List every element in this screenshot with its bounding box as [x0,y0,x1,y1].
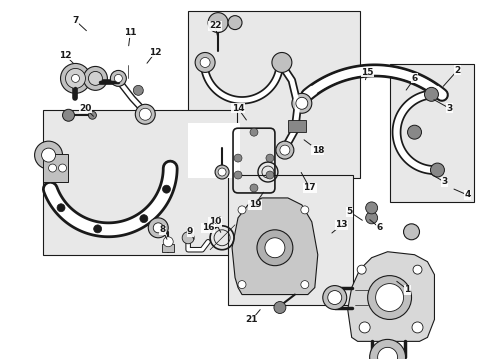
Circle shape [163,185,171,193]
Circle shape [328,291,342,305]
Circle shape [57,204,65,212]
Text: 12: 12 [59,51,72,60]
Circle shape [376,284,404,311]
Circle shape [58,164,67,172]
Polygon shape [232,198,318,294]
Circle shape [280,145,290,155]
Circle shape [49,164,56,172]
Circle shape [274,302,286,314]
Circle shape [140,215,148,222]
Circle shape [139,108,151,120]
Text: 14: 14 [232,104,245,113]
Circle shape [114,75,122,82]
Bar [43,154,68,182]
Circle shape [250,128,258,136]
Circle shape [234,154,242,162]
Text: 17: 17 [303,184,316,193]
Text: 10: 10 [209,217,221,226]
Text: 3: 3 [441,177,447,186]
Text: 22: 22 [209,21,221,30]
Circle shape [301,280,309,289]
Text: 4: 4 [464,190,470,199]
Text: 21: 21 [245,315,258,324]
Circle shape [61,63,91,93]
Text: 7: 7 [73,16,79,25]
Circle shape [404,224,419,240]
Circle shape [200,58,210,67]
Bar [390,64,474,202]
Circle shape [368,276,412,319]
Text: 5: 5 [346,207,353,216]
Circle shape [195,53,215,72]
Text: 20: 20 [79,104,92,113]
Text: 15: 15 [362,68,374,77]
Circle shape [208,13,228,32]
Circle shape [148,218,168,238]
Circle shape [238,280,246,289]
Bar [188,123,240,178]
Text: 19: 19 [248,201,261,210]
Circle shape [357,265,366,274]
Text: 16: 16 [202,223,214,232]
Bar [43,110,237,255]
Circle shape [369,339,406,360]
Circle shape [296,97,308,109]
Circle shape [266,171,274,179]
Circle shape [431,163,444,177]
Circle shape [35,141,63,169]
Text: 12: 12 [149,48,162,57]
Circle shape [366,202,378,214]
Circle shape [63,109,74,121]
Circle shape [265,238,285,258]
Circle shape [366,212,378,224]
Bar [162,244,174,252]
Text: 3: 3 [446,104,453,113]
Circle shape [83,67,107,90]
Circle shape [72,75,79,82]
Circle shape [408,125,421,139]
Circle shape [292,93,312,113]
Circle shape [89,71,102,85]
Circle shape [238,206,246,214]
Circle shape [257,230,293,266]
Circle shape [378,347,397,360]
Circle shape [133,85,143,95]
Circle shape [110,71,126,86]
Circle shape [234,171,242,179]
Text: 11: 11 [124,28,137,37]
Circle shape [301,206,309,214]
Bar [188,11,360,178]
Circle shape [153,223,163,233]
Circle shape [163,237,173,247]
Circle shape [66,68,85,88]
Bar [288,120,306,132]
Text: 6: 6 [376,223,383,232]
Text: 13: 13 [336,220,348,229]
Circle shape [272,53,292,72]
Circle shape [89,111,97,119]
Circle shape [424,87,439,101]
Circle shape [228,15,242,30]
Circle shape [94,225,101,233]
Circle shape [323,285,347,310]
Polygon shape [348,252,435,341]
Circle shape [412,322,423,333]
Circle shape [276,141,294,159]
Text: 1: 1 [404,285,411,294]
Text: 8: 8 [159,225,165,234]
Circle shape [215,165,229,179]
Text: 18: 18 [312,145,324,154]
Circle shape [413,265,422,274]
Text: 6: 6 [412,74,417,83]
Circle shape [42,148,55,162]
Text: 2: 2 [454,66,461,75]
Bar [228,175,353,305]
Circle shape [359,322,370,333]
Circle shape [218,168,226,176]
Text: 9: 9 [187,227,194,236]
Circle shape [250,184,258,192]
Circle shape [266,154,274,162]
Circle shape [135,104,155,124]
Circle shape [182,232,194,244]
